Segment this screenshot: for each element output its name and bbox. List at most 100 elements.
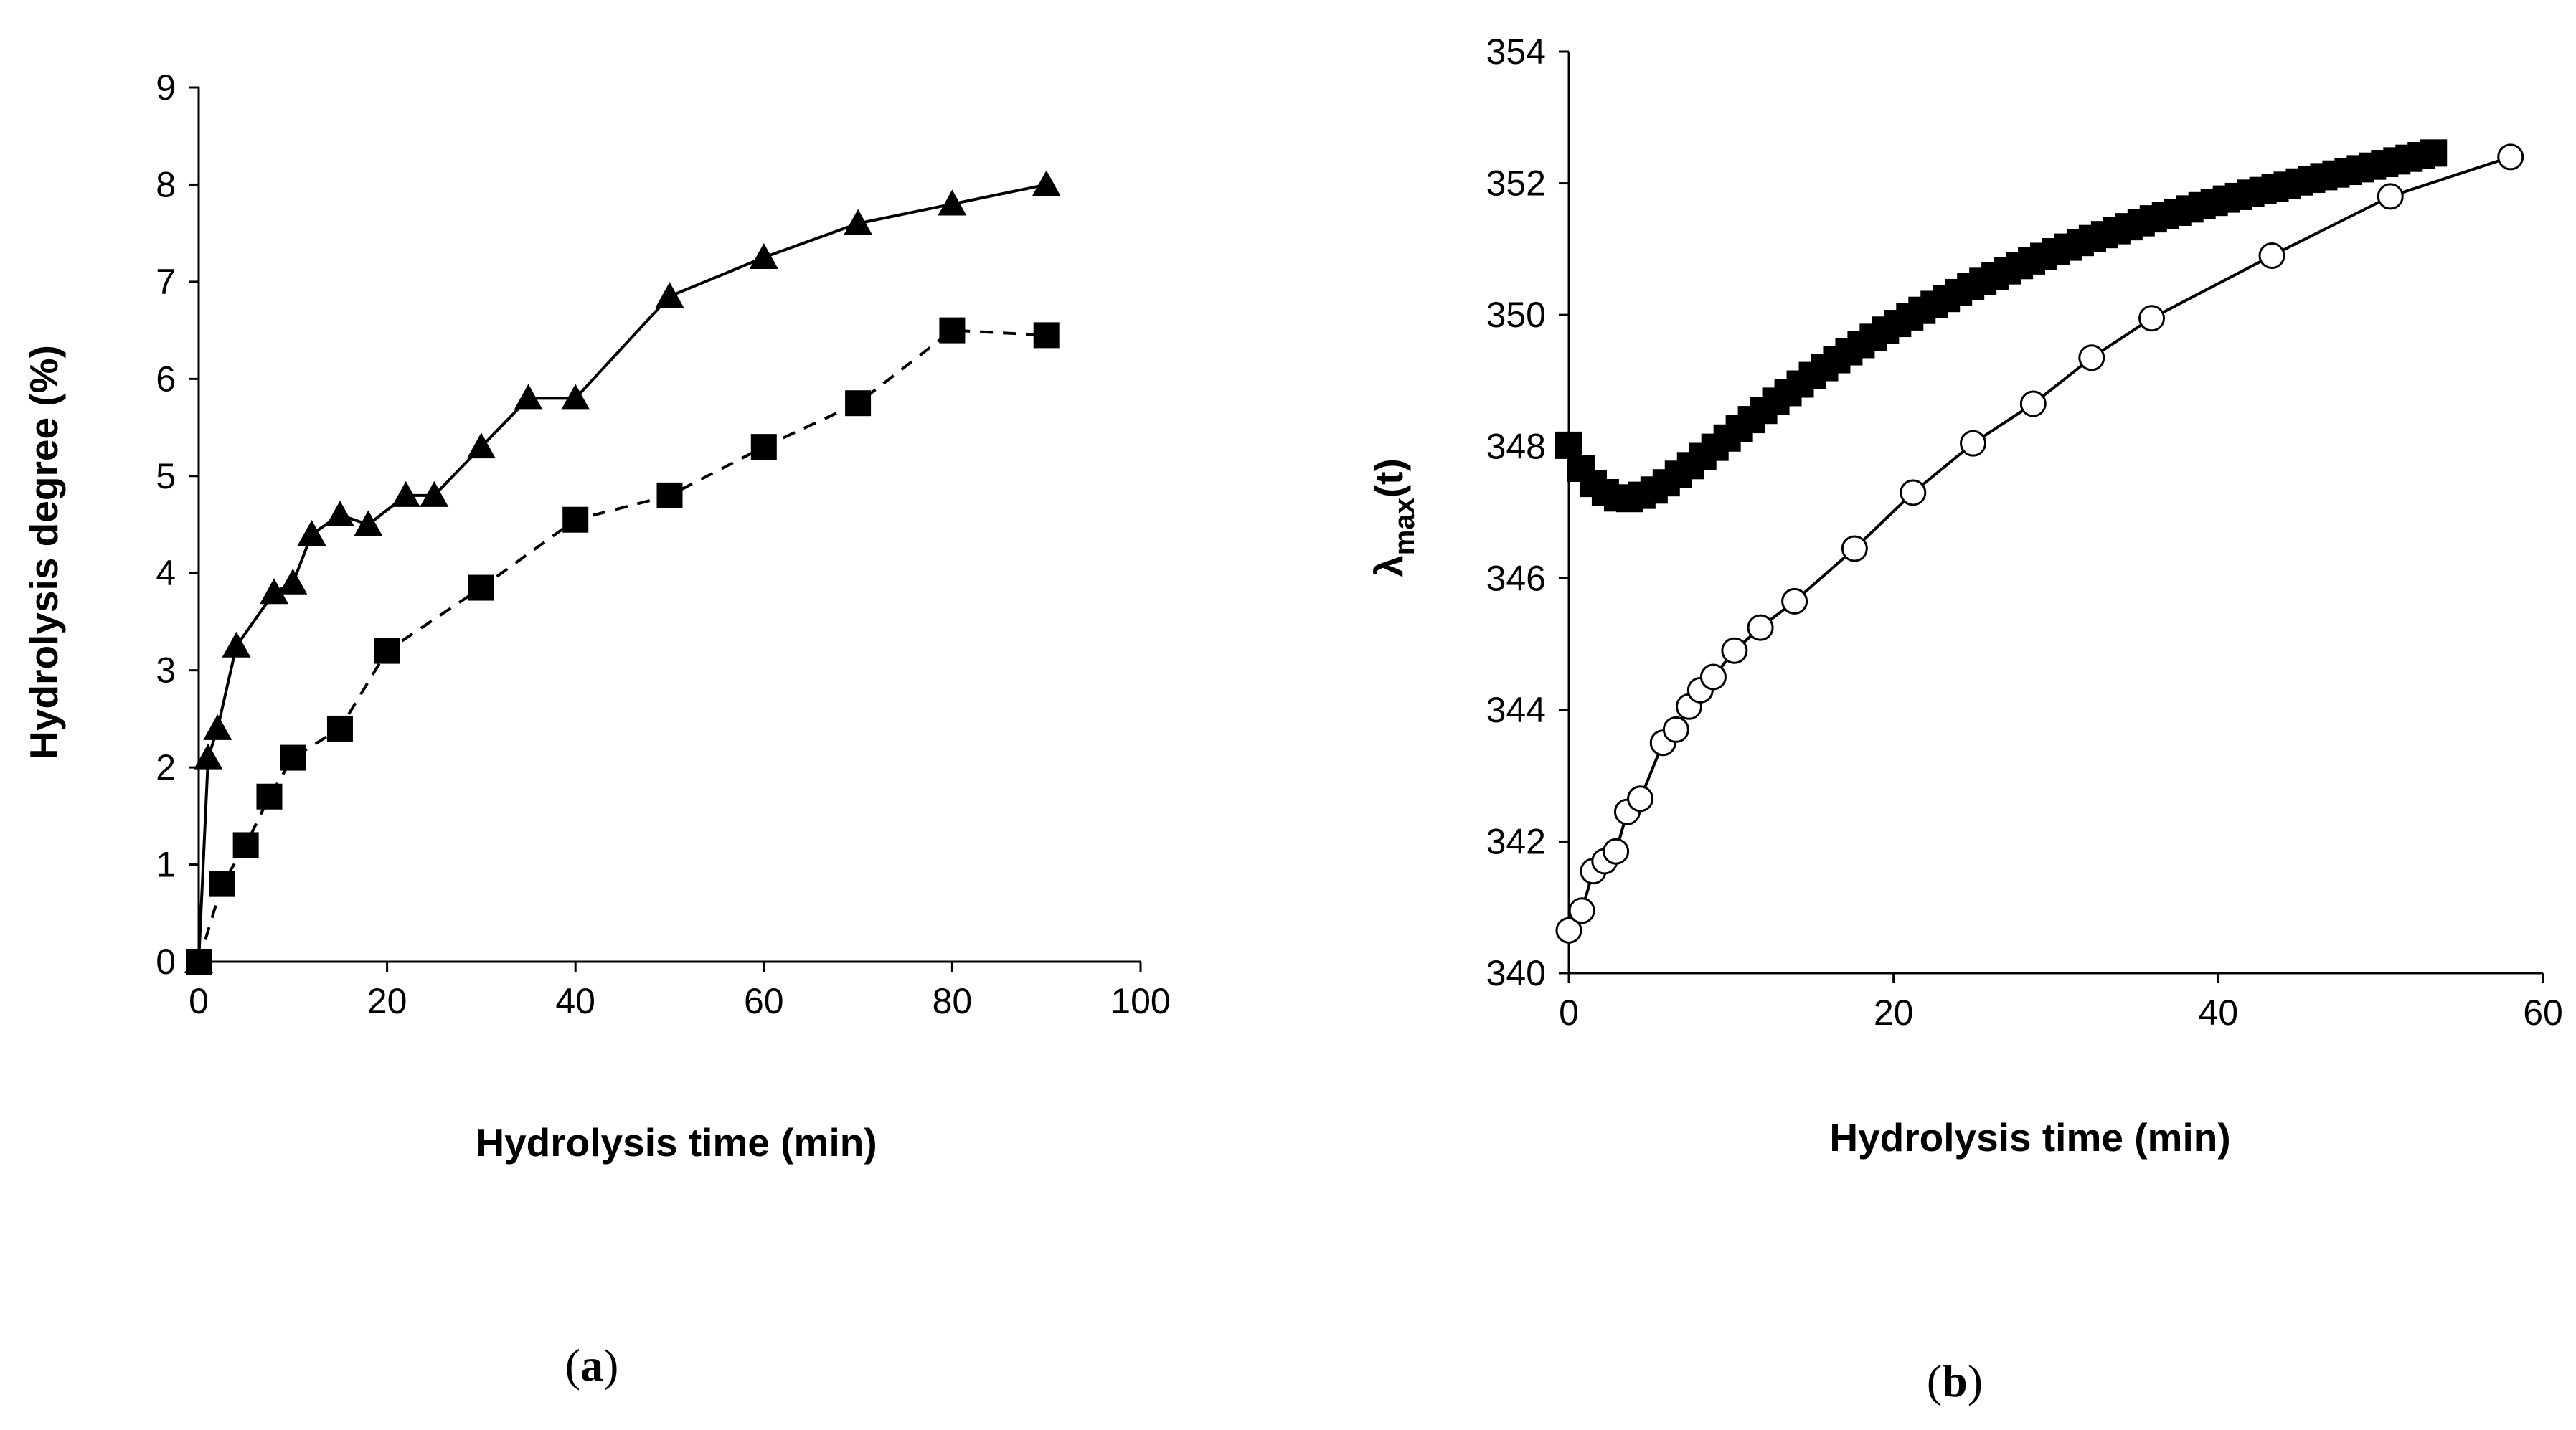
panel-a-y-tick-label: 5 [156, 456, 176, 496]
panel-b-circle-point [1900, 479, 1927, 506]
panel-a-triangle-point [203, 714, 232, 740]
panel-a-triangle-point [561, 384, 590, 410]
panel-a-triangle-point [1032, 170, 1061, 196]
panel-a-x-tick-label: 20 [367, 981, 407, 1021]
panel-b-circle-point [1747, 614, 1774, 641]
panel-a-square-point [374, 638, 400, 664]
panel-a-square-point [939, 317, 966, 344]
lambda-subscript: max [1389, 498, 1420, 555]
panel-a-square-point [186, 949, 212, 975]
panel-a-x-tick-label: 0 [189, 981, 209, 1021]
panel-a-axes: 0 1 2 3 4 5 6 7 8 9 0 20 40 60 80 100 [156, 67, 1171, 1021]
panel-a-square-point [280, 744, 306, 771]
panel-a-x-tick-label: 80 [933, 981, 973, 1021]
panel-b-circle-point [1841, 535, 1868, 562]
panel-a-triangle-point [354, 510, 383, 536]
panel-a-triangle-point [466, 432, 496, 459]
panel-b-circle-point [1568, 897, 1595, 924]
panel-b-series-open-circles [1555, 143, 2524, 944]
panel-a-y-tick-label: 8 [156, 164, 176, 204]
panel-a-triangle-point [420, 480, 449, 507]
panel-a-triangle-point [278, 568, 308, 595]
panel-a-x-axis-label: Hydrolysis time (min) [476, 1120, 877, 1165]
panel-a-square-point [232, 832, 259, 858]
panel-a-y-tick-label: 0 [156, 942, 176, 982]
panel-b-y-tick-label: 340 [1486, 953, 1546, 993]
panel-b-y-tick-label: 346 [1486, 558, 1546, 598]
panel-a-series-squares [186, 317, 1060, 975]
panel-a-square-point [845, 390, 872, 417]
panel-a-x-tick-label: 60 [744, 981, 784, 1021]
panel-b-chart: λmax(t) Hydrolysis time (min) (b) 340 342… [1367, 32, 2563, 1406]
panel-b-circle-point [2138, 305, 2166, 332]
panel-a-triangle-point [938, 189, 967, 216]
panel-b-circle-point [1699, 663, 1727, 691]
panel-a-triangle-point [325, 500, 354, 526]
panel-b-letter: b [1942, 1355, 1968, 1406]
panel-b-x-axis-label: Hydrolysis time (min) [1829, 1115, 2230, 1160]
panel-b-circle-point [1721, 637, 1748, 664]
panel-a-y-tick-label: 4 [156, 553, 176, 593]
panel-a-triangle-point [297, 520, 326, 546]
panel-a-square-point [750, 434, 777, 460]
panel-a-series-line-triangles [197, 183, 1047, 962]
panel-b-circle-point [2258, 242, 2285, 270]
panel-b-circle-point [1960, 430, 1987, 457]
panel-a-label: (a) [565, 1340, 619, 1391]
panel-b-x-tick-label: 40 [2199, 993, 2239, 1033]
panel-b-series-filled-squares [1555, 139, 2448, 513]
panel-b-circle-point [2019, 390, 2047, 417]
panel-a-triangle-point [749, 243, 778, 270]
panel-a-y-tick-label: 9 [156, 67, 176, 108]
panel-b-x-tick-label: 0 [1559, 993, 1579, 1033]
panel-b-circle-point [1603, 838, 1630, 865]
panel-b-circle-point [2377, 183, 2404, 210]
panel-a-square-point [209, 871, 235, 897]
panel-a-y-tick-label: 7 [156, 262, 176, 302]
panel-a-chart: Hydrolysis degree (%) Hydrolysis time (m… [22, 67, 1171, 1391]
panel-b-y-tick-label: 350 [1486, 295, 1546, 335]
panel-a-square-point [468, 574, 494, 601]
panel-a-triangle-point [655, 282, 684, 308]
panel-b-square-point [1555, 431, 1582, 459]
panel-b-square-point [2420, 139, 2448, 167]
panel-b-circle-point [2078, 344, 2105, 371]
panel-b-y-axis-label: λmax(t) [1367, 458, 1420, 577]
panel-a-square-point [656, 482, 683, 508]
panel-b-circle-point [1627, 785, 1654, 813]
panel-a-y-tick-label: 1 [156, 845, 176, 885]
panel-b-x-tick-label: 60 [2523, 993, 2563, 1033]
panel-a-series-line-squares [197, 328, 1047, 962]
panel-a-y-tick-label: 6 [156, 359, 176, 399]
panel-b-label: (b) [1927, 1355, 1983, 1406]
panel-b-circle-point [1555, 917, 1582, 944]
panel-a-square-point [326, 715, 353, 742]
panel-a-square-point [1033, 322, 1060, 349]
panel-b-circle-point [1781, 587, 1808, 615]
panel-b-axes: 340 342 344 346 348 350 352 354 0 20 40 60 [1486, 32, 2563, 1033]
panel-b-x-tick-label: 20 [1874, 993, 1914, 1033]
panel-a-square-point [256, 783, 283, 810]
panel-a-series-triangles [184, 170, 1061, 973]
panel-a-letter: a [580, 1340, 603, 1391]
panel-a-triangle-point [844, 209, 873, 235]
panel-a-square-point [562, 506, 589, 533]
panel-b-circle-point [2497, 143, 2524, 171]
panel-a-y-axis-label: Hydrolysis degree (%) [22, 345, 66, 759]
panel-b-y-tick-label: 342 [1486, 821, 1546, 861]
lambda-suffix: (t) [1367, 458, 1411, 498]
panel-b-y-tick-label: 348 [1486, 427, 1546, 467]
panel-b-y-tick-label: 344 [1486, 690, 1546, 730]
panel-b-y-tick-label: 352 [1486, 164, 1546, 204]
panel-a-triangle-point [391, 480, 420, 507]
panel-a-triangle-point [514, 384, 543, 410]
panel-a-x-tick-label: 100 [1110, 981, 1170, 1021]
lambda-symbol: λ [1367, 555, 1411, 577]
panel-a-y-tick-label: 2 [156, 747, 176, 787]
panel-a-x-tick-label: 40 [555, 981, 595, 1021]
panel-a-triangle-point [194, 743, 223, 770]
panel-b-y-tick-label: 354 [1486, 32, 1546, 72]
panel-b-circle-point [1662, 716, 1689, 743]
panel-a-triangle-point [260, 578, 289, 605]
